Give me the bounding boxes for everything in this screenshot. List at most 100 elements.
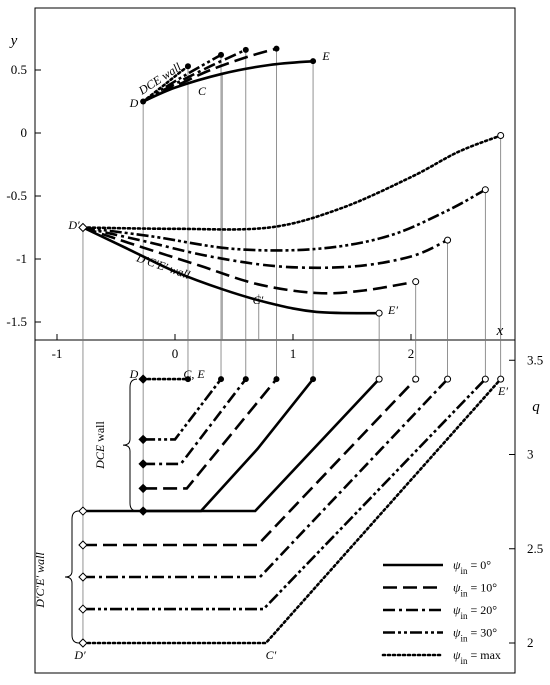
legend-value: = 0° <box>467 558 491 572</box>
series-markers <box>78 45 505 648</box>
series-2-DpCpEp-line <box>82 226 449 270</box>
series-1-q-DCE-line <box>143 378 278 490</box>
legend-symbol: ψ <box>453 603 461 617</box>
series-0-E-point <box>310 58 317 65</box>
series-4-q-E-point <box>184 376 191 383</box>
legend-subscript: in <box>460 634 468 644</box>
series-2-q-Ep-point <box>444 375 452 383</box>
series-1-Ep-point <box>412 278 420 286</box>
label-E: E <box>321 49 330 63</box>
label-brace-DCE-word: wall <box>93 421 107 445</box>
series-2-q-Dp-point <box>78 572 88 582</box>
series-1-DpCpEp-line <box>82 226 416 295</box>
label-C: C <box>198 84 207 98</box>
series-0-q-Ep-point <box>375 375 383 383</box>
legend-symbol: ψ <box>453 581 461 595</box>
label-Dp: D′ <box>67 218 80 232</box>
series-1-q-E-point <box>273 376 280 383</box>
series-2-q-D-point <box>138 459 148 469</box>
series-1-E-point <box>273 45 280 52</box>
q-tick-label: 3 <box>527 447 534 462</box>
series-1-q-Ep-point <box>412 375 420 383</box>
q-axis-title: q <box>532 399 540 415</box>
q-tick-label: 2.5 <box>527 541 543 556</box>
Dp-point <box>78 222 88 233</box>
series-4-Ep-point <box>497 132 505 140</box>
series-4-DCE-line <box>141 64 190 103</box>
brace-DpCpEp <box>64 510 80 644</box>
legend-label-0: ψin = 0° <box>453 558 491 576</box>
series-1-q-DpCpEp-line <box>83 378 417 547</box>
legend-value: = max <box>467 648 500 662</box>
label-bottom-D: D <box>129 367 139 381</box>
series-4-q-DpCpEp-line <box>81 377 502 645</box>
label-bottom-Ep: E′ <box>497 384 508 398</box>
series-1-q-Dp-point <box>78 540 88 550</box>
legend-label-4: ψin = max <box>453 648 501 666</box>
series-2-Ep-point <box>444 236 452 244</box>
x-axis-title: x <box>496 323 504 339</box>
D-point <box>140 98 147 105</box>
series-3-q-DCE-line <box>143 378 223 441</box>
legend-symbol: ψ <box>453 626 461 640</box>
series-3-q-D-point <box>138 434 148 445</box>
series-2-E-point <box>242 46 249 53</box>
series-1-q-D-point <box>138 483 148 494</box>
x-tick-label: 2 <box>408 346 415 361</box>
label-brace-DpCpEp: D′C′E′ wall <box>33 552 47 609</box>
y-tick-label: 0.5 <box>11 62 27 77</box>
legend-label-2: ψin = 20° <box>453 603 497 621</box>
ticks: -1 0 1 2 0.5 0 -0.5 -1 -1.5 3.5 3 2.5 2 y x q <box>6 33 543 650</box>
q-tick-label: 2 <box>527 635 534 650</box>
y-axis-title: y <box>9 33 18 49</box>
series-2-q-DCE-line <box>143 378 247 466</box>
legend-symbol: ψ <box>453 648 461 662</box>
series-3-DCE-line <box>142 53 222 103</box>
legend-subscript: in <box>460 656 468 666</box>
series-0-q-D-point <box>138 506 148 516</box>
series-4-q-D-point <box>138 374 148 384</box>
series-3-q-E-point <box>218 376 225 383</box>
legend-value: = 30° <box>467 626 497 640</box>
series-0-q-E-point <box>310 376 317 383</box>
legend-label-1: ψin = 10° <box>453 581 497 599</box>
label-Ep: E′ <box>387 303 398 317</box>
series-3-Ep-point <box>481 186 489 194</box>
series-3-DpCpEp-line <box>82 188 486 252</box>
legend-subscript: in <box>460 611 468 621</box>
legend-value: = 20° <box>467 603 497 617</box>
label-brace-DCE-letters: DCE <box>93 444 107 470</box>
series-2-q-DpCpEp-line <box>83 378 449 579</box>
y-tick-label: 0 <box>21 125 28 140</box>
legend: ψin = 0°ψin = 10°ψin = 20°ψin = 30°ψin =… <box>381 558 501 666</box>
label-D: D <box>129 96 139 110</box>
series-3-q-Ep-point <box>481 375 489 383</box>
series-3-E-point <box>218 51 225 58</box>
q-tick-label: 3.5 <box>527 352 543 367</box>
legend-symbol: ψ <box>453 558 461 572</box>
series-0-q-Dp-point <box>78 506 88 516</box>
series-4-E-point <box>184 63 191 70</box>
x-tick-label: -1 <box>52 346 63 361</box>
series-3-q-DpCpEp-line <box>83 378 487 611</box>
series-0-Ep-point <box>375 309 383 317</box>
label-brace-DCE: DCE wall <box>93 421 107 470</box>
x-tick-label: 0 <box>172 346 179 361</box>
label-bottom-Dp: D′ <box>73 648 86 662</box>
x-tick-label: 1 <box>290 346 297 361</box>
series-4-q-Dp-point <box>78 638 88 648</box>
series-2-DCE-line <box>142 48 247 103</box>
legend-label-3: ψin = 30° <box>453 626 497 644</box>
series-3-q-Dp-point <box>78 604 88 614</box>
series-lines <box>81 47 502 645</box>
series-1-DCE-line <box>142 47 277 103</box>
series-2-q-E-point <box>242 376 249 383</box>
series-0-DpCpEp-line <box>82 226 380 315</box>
label-Cp: C′ <box>253 293 264 307</box>
label-bottom-CE: C, E <box>183 367 205 381</box>
series-4-q-Ep-point <box>497 375 505 383</box>
series-4-DpCpEp-line <box>81 134 502 231</box>
y-tick-label: -1.5 <box>6 314 27 329</box>
